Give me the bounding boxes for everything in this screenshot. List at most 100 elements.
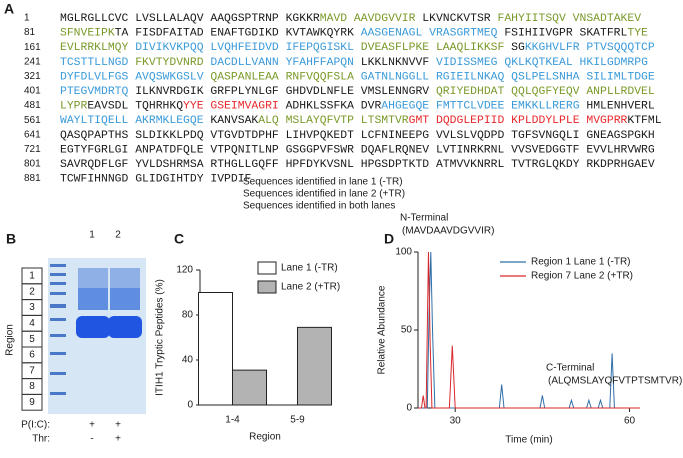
bar bbox=[297, 326, 332, 406]
legend-label: Lane 2 (+TR) bbox=[281, 282, 340, 293]
sequence-segment: AHGEGQE FMTTCLVDEE EMKKLLRERG bbox=[381, 101, 586, 113]
sequence-segment: MGLRGLLCVC LVSLLALAQV AAQGSPTRNP KGKKR bbox=[60, 13, 320, 25]
annotation-peptide: (ALQMSLAYQFVTPTSMTVR) bbox=[548, 376, 682, 387]
panel-label: B bbox=[6, 231, 16, 247]
sequence-segment: DYFDLVLFGS AVQSWKGSLV bbox=[60, 71, 210, 83]
sequence-segment: VIDISSMEG QKLKQTKEAL HKILGDMRPG bbox=[436, 57, 648, 69]
sequence-row: SFNVEIPKTA FISDFAITAD ENAFTGDIKD KVTAWKQ… bbox=[60, 28, 648, 40]
bar bbox=[232, 369, 267, 406]
sequence-segment: ALQ MSLAYQFVTP LTSMTVR bbox=[258, 115, 409, 127]
sequence-row: DYFDLVLFGS AVQSWKGSLV QASPANLEAA RNFVQQF… bbox=[60, 71, 655, 83]
region-label: 4 bbox=[29, 318, 35, 329]
sequence-legend: Sequences identified in lane 1 (-TR) bbox=[243, 177, 403, 188]
region-label: 2 bbox=[29, 286, 35, 297]
lane-label: 1 bbox=[89, 230, 95, 241]
region-label: 8 bbox=[29, 381, 35, 392]
legend-swatch bbox=[257, 280, 277, 294]
y-tick-label: 40 bbox=[182, 355, 194, 366]
y-tick-label: 80 bbox=[182, 310, 194, 321]
legend-label: Region 7 Lane 2 (+TR) bbox=[531, 271, 633, 282]
ladder bbox=[50, 264, 66, 395]
gel-smear bbox=[78, 288, 108, 310]
region-label: 6 bbox=[29, 350, 35, 361]
condition-value: + bbox=[115, 434, 121, 445]
sequence-segment: FAHYIITSQV VNSADTAKEV bbox=[497, 13, 641, 25]
sequence-segment: DIVIKVKPQQ LVQHFEIDVD IFEPQGISKL bbox=[135, 42, 361, 54]
sequence-segment: LYPR bbox=[60, 101, 88, 113]
legend-swatch bbox=[257, 261, 277, 275]
y-axis-label: ITIH1 Tryptic Peptides (%) bbox=[155, 279, 166, 396]
residue-number: 801 bbox=[24, 159, 41, 170]
panel-label: A bbox=[4, 1, 14, 17]
sequence-segment: EGTYFGRLGI ANPATDFQLE VTPQNITLNP GSGGPVF… bbox=[60, 144, 655, 156]
x-axis-label: Time (min) bbox=[505, 435, 552, 446]
region-label: 1 bbox=[29, 271, 35, 282]
sequence-segment: LKVNCKVTSR bbox=[415, 13, 497, 25]
legend-label: Region 1 Lane 1 (-TR) bbox=[531, 257, 631, 268]
residue-number: 481 bbox=[24, 100, 41, 111]
panel-label: C bbox=[174, 231, 184, 247]
bar bbox=[198, 292, 233, 406]
annotation-title: N-Terminal bbox=[400, 213, 448, 224]
condition-value: + bbox=[115, 420, 121, 431]
gel-smear bbox=[78, 268, 108, 288]
y-tick-label: 50 bbox=[401, 325, 413, 336]
y-tick-label: 0 bbox=[406, 403, 412, 414]
residue-number: 721 bbox=[24, 144, 41, 155]
gel-smear bbox=[110, 288, 140, 310]
residue-number: 561 bbox=[24, 115, 41, 126]
sequence-row: TCWFIHNNGD GLIDGIHTDY IVPDIF bbox=[60, 174, 252, 186]
sequence-segment: TCSTTLLNGD bbox=[60, 57, 135, 69]
sequence-row: QASQPAPTHS SLDIKKLPDQ VTGVDTDPHF LIHVPQK… bbox=[60, 130, 655, 142]
sequence-segment: EVLRRKLMQY bbox=[60, 42, 135, 54]
legend-label: Lane 1 (-TR) bbox=[281, 263, 338, 274]
gel bbox=[48, 258, 146, 414]
sequence-segment: FSIHIIVGPR SKATFRL bbox=[504, 28, 627, 40]
condition-label: Thr: bbox=[32, 434, 50, 445]
sequence-segment: LKKLNKNVVF bbox=[361, 57, 436, 69]
residue-number: 881 bbox=[24, 173, 41, 184]
sequence-segment: TYE bbox=[627, 28, 648, 40]
sequence-row: LYPREAVSDL TQHRHKQYYE GSEIMVAGRI ADHKLSS… bbox=[60, 101, 655, 113]
sequence-segment: ADHKLSSFKA DVR bbox=[286, 101, 382, 113]
sequence-segment: TA FISDFAITAD ENAFTGDIKD KVTAWKQYRK bbox=[115, 28, 361, 40]
sequence-segment: GMT DQDGLEPIID KPLDDYLPLE MVGPRR bbox=[409, 115, 628, 127]
sequence-segment: YYE GSEIMVAGRI bbox=[183, 101, 286, 113]
sequence-segment: WAYLTIQELL AKRMKLEGQE bbox=[60, 115, 210, 127]
sequence-segment: HMLENHVERL bbox=[586, 101, 655, 113]
x-tick-label: 30 bbox=[450, 416, 462, 427]
sequence-segment: FKVTYDVNRD bbox=[135, 57, 210, 69]
sequence-segment: PTEGVMDRTQ bbox=[60, 86, 135, 98]
residue-number: 241 bbox=[24, 56, 41, 67]
region-axis-label: Region bbox=[5, 324, 16, 356]
gel-band bbox=[108, 316, 142, 338]
annotation-title: C-Terminal bbox=[546, 363, 594, 374]
sequence-row: TCSTTLLNGD FKVTYDVNRD DACDLLVANN YFAHFFA… bbox=[60, 57, 648, 69]
panel-label: D bbox=[384, 231, 394, 247]
sequence-row: EGTYFGRLGI ANPATDFQLE VTPQNITLNP GSGGPVF… bbox=[60, 144, 655, 156]
sequence-row: WAYLTIQELL AKRMKLEGQE KANVSAKALQ MSLAYQF… bbox=[60, 115, 662, 127]
sequence-row: MGLRGLLCVC LVSLLALAQV AAQGSPTRNP KGKKRMA… bbox=[60, 13, 641, 25]
residue-number: 161 bbox=[24, 42, 41, 53]
residue-number: 1 bbox=[24, 13, 30, 24]
y-axis-label: Relative Abundance bbox=[377, 285, 388, 374]
region-label: 5 bbox=[29, 334, 35, 345]
residue-number: 321 bbox=[24, 71, 41, 82]
sequence-segment: GATNLNGGLL RGIEILNKAQ QSLPELSNHA SILIMLT… bbox=[361, 71, 655, 83]
condition-label: P(I:C): bbox=[21, 420, 50, 431]
sequence-segment: SG bbox=[511, 42, 525, 54]
y-tick-label: 100 bbox=[395, 247, 412, 258]
sequence-legend: Sequences identified in lane 2 (+TR) bbox=[243, 189, 405, 200]
sequence-row: PTEGVMDRTQ ILKNVRDGIK GRFPLYNLGF GHDVDLN… bbox=[60, 86, 655, 98]
gel-smear bbox=[110, 268, 140, 288]
sequence-segment: QASPANLEAA RNFVQQFSLA bbox=[210, 71, 360, 83]
sequence-segment: KKGHVLFR PTVSQQQTCP bbox=[525, 42, 655, 54]
region-label: 7 bbox=[29, 365, 35, 376]
y-tick-label: 0 bbox=[187, 400, 193, 411]
sequence-segment: TCWFIHNNGD GLIDGIHTDY IVPDIF bbox=[60, 174, 252, 186]
sequence-segment: DVEASFLPKE LAAQLIKKSF bbox=[361, 42, 511, 54]
sequence-segment: QASQPAPTHS SLDIKKLPDQ VTGVDTDPHF LIHVPQK… bbox=[60, 130, 655, 142]
sequence-legend: Sequences identified in both lanes bbox=[243, 201, 395, 212]
x-tick-label: 5-9 bbox=[290, 415, 305, 426]
